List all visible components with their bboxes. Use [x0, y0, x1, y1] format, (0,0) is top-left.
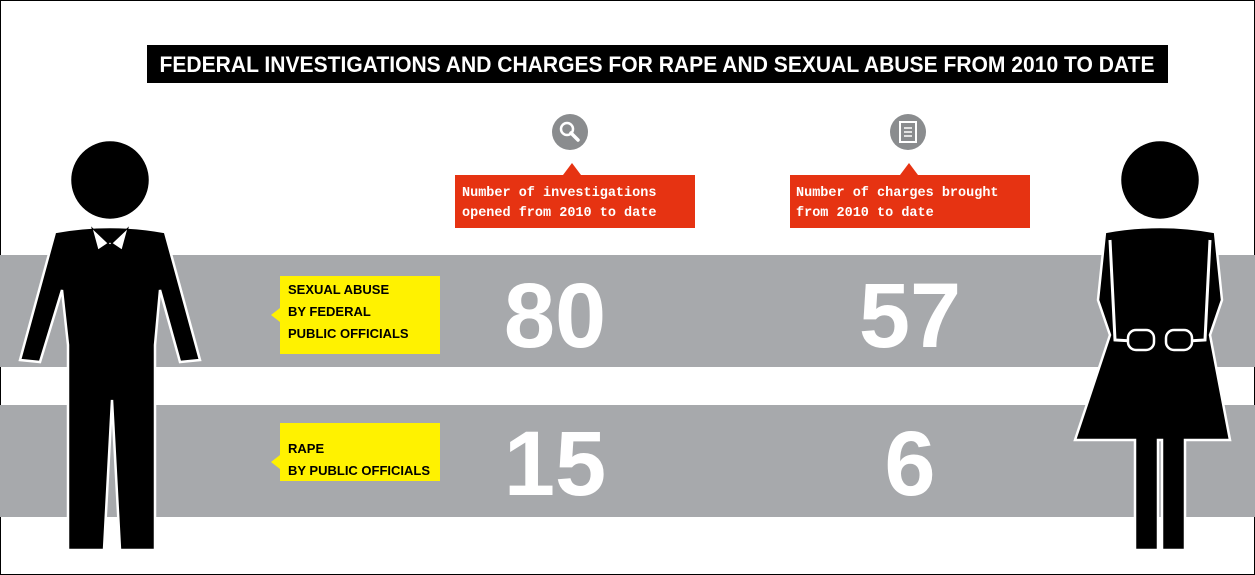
row-label-line: RAPE	[288, 441, 324, 456]
value: 57	[859, 265, 961, 367]
row-label: SEXUAL ABUSE BY FEDERAL PUBLIC OFFICIALS	[271, 276, 440, 354]
page: FEDERAL INVESTIGATIONS AND CHARGES FOR R…	[0, 0, 1255, 575]
value: 80	[504, 265, 606, 367]
clipboard-icon	[890, 114, 926, 150]
row-band	[0, 405, 1255, 517]
column-header-line: opened from 2010 to date	[462, 206, 656, 221]
row-label-line: SEXUAL ABUSE	[288, 282, 389, 297]
column-header-line: Number of charges brought	[796, 186, 999, 201]
row-label: RAPE BY PUBLIC OFFICIALS	[271, 423, 440, 481]
row-label-line: BY FEDERAL	[288, 304, 371, 319]
column-header-line: Number of investigations	[462, 186, 656, 201]
row-label-line: PUBLIC OFFICIALS	[288, 326, 409, 341]
row-label-line: BY PUBLIC OFFICIALS	[288, 463, 430, 478]
title: FEDERAL INVESTIGATIONS AND CHARGES FOR R…	[160, 52, 1155, 77]
value: 15	[504, 413, 606, 515]
value: 6	[884, 413, 935, 515]
search-icon	[552, 114, 588, 150]
column-header-line: from 2010 to date	[796, 206, 934, 221]
infographic: FEDERAL INVESTIGATIONS AND CHARGES FOR R…	[0, 0, 1255, 575]
